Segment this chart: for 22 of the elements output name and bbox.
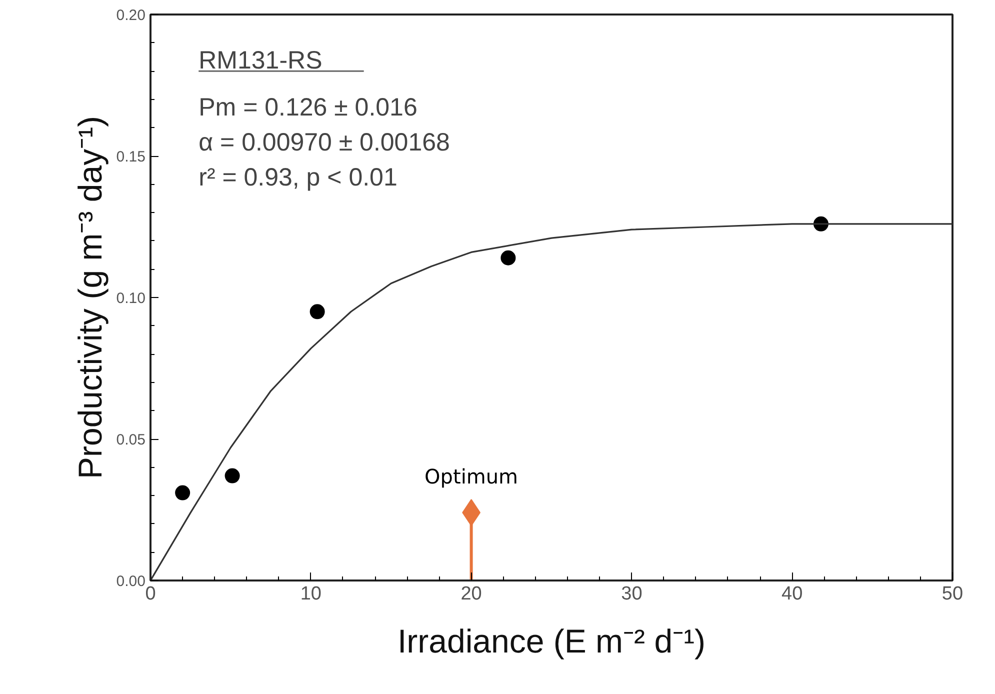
y-tick-label: 0.20 — [116, 7, 146, 24]
x-tick-label: 20 — [460, 584, 482, 604]
point — [500, 250, 516, 266]
x-tick-label: 50 — [942, 584, 964, 604]
y-tick-label: 0.15 — [116, 148, 146, 166]
series-label: Optimum — [424, 464, 518, 489]
y-axis-title: Productivity (g m⁻³ day⁻¹) — [71, 116, 108, 480]
annotation: Pm = 0.126 ± 0.016 — [198, 94, 418, 122]
annotation: α = 0.00970 ± 0.00168 — [198, 128, 450, 156]
x-tick-label: 40 — [782, 584, 803, 604]
y-tick-label: 0.10 — [116, 290, 146, 307]
x-tick-label: 30 — [621, 584, 642, 604]
x-tick-label: 10 — [300, 584, 322, 604]
x-tick-label: 0 — [145, 584, 156, 604]
y-tick-label: 0.00 — [116, 573, 146, 590]
x-axis-title: Irradiance (E m⁻² d⁻¹) — [397, 622, 706, 660]
y-tick-label: 0.05 — [116, 432, 146, 448]
annotation: r² = 0.93, p < 0.01 — [198, 164, 398, 192]
point — [224, 468, 240, 484]
annotation: RM131-RS — [198, 46, 322, 74]
point — [310, 304, 325, 320]
point — [175, 485, 190, 500]
